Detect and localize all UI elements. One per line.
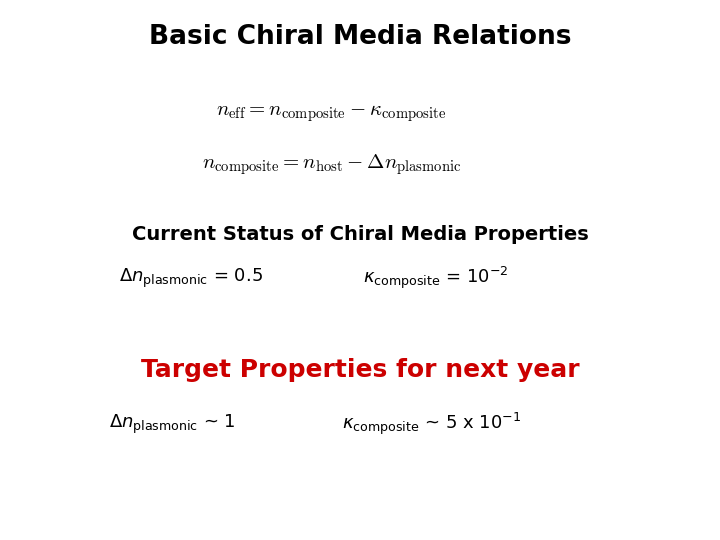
- Text: Target Properties for next year: Target Properties for next year: [140, 358, 580, 382]
- Text: $n_{\rm eff} = n_{\rm composite} - \kappa_{\rm composite}$: $n_{\rm eff} = n_{\rm composite} - \kapp…: [216, 103, 446, 124]
- Text: $\Delta n_{\rm plasmonic}$ = 0.5: $\Delta n_{\rm plasmonic}$ = 0.5: [119, 267, 263, 289]
- Text: $\kappa_{\rm composite}$ = 10$^{-2}$: $\kappa_{\rm composite}$ = 10$^{-2}$: [363, 265, 508, 291]
- Text: $n_{\rm composite} = n_{\rm host} - \Delta n_{\rm plasmonic}$: $n_{\rm composite} = n_{\rm host} - \Del…: [202, 152, 461, 177]
- Text: $\Delta n_{\rm plasmonic}$ ~ 1: $\Delta n_{\rm plasmonic}$ ~ 1: [109, 413, 236, 435]
- Text: Basic Chiral Media Relations: Basic Chiral Media Relations: [149, 24, 571, 50]
- Text: Current Status of Chiral Media Properties: Current Status of Chiral Media Propertie…: [132, 225, 588, 245]
- Text: $\kappa_{\rm composite}$ ~ 5 x 10$^{-1}$: $\kappa_{\rm composite}$ ~ 5 x 10$^{-1}$: [343, 411, 521, 437]
